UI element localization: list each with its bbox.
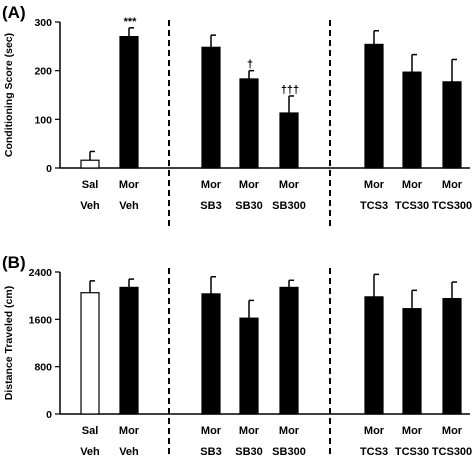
y-tick-label: 100 [34,114,52,126]
y-tick-label: 2400 [29,267,53,279]
category-label-dose: SB3 [200,200,221,212]
bar [402,308,422,415]
category-label-treatment: Mor [239,179,260,191]
category-label-dose: Veh [80,200,100,212]
bar [80,292,100,415]
significance-label: ††† [281,84,299,96]
panel-label: (A) [2,3,26,22]
category-label-dose: TCS300 [432,446,472,456]
category-label-dose: TCS3 [360,446,388,456]
bar [402,71,422,169]
bar [201,46,221,169]
category-label-dose: Veh [80,446,100,456]
significance-label: † [247,59,253,71]
panel-a: (A) Conditioning Score (sec) 0 100 200 300 Sal… [2,3,472,230]
y-tick-label: 0 [46,409,52,421]
significance-label: *** [124,16,138,28]
bar [442,298,462,415]
category-label-treatment: Mor [279,179,300,191]
bar [364,296,384,415]
bar [364,43,384,169]
y-tick-label: 200 [34,66,52,78]
category-label-dose: Veh [119,200,139,212]
category-label-dose: SB300 [272,200,306,212]
category-label-treatment: Mor [279,425,300,437]
category-label-dose: TCS30 [395,200,429,212]
category-label-treatment: Mor [442,179,463,191]
category-label-treatment: Mor [364,425,385,437]
category-label-dose: SB300 [272,446,306,456]
category-label-treatment: Mor [201,179,222,191]
category-label-treatment: Mor [402,179,423,191]
bar [279,286,299,415]
bar [442,81,462,169]
category-label-treatment: Mor [201,425,222,437]
y-tick-label: 300 [34,17,52,29]
y-axis-title: Conditioning Score (sec) [3,33,15,157]
category-label-dose: TCS3 [360,200,388,212]
category-label-dose: Veh [119,446,139,456]
bar [239,317,259,415]
category-label-dose: SB30 [235,200,263,212]
category-label-treatment: Mor [364,179,385,191]
bar [119,35,139,169]
bar [239,78,259,169]
category-label-treatment: Sal [82,179,99,191]
y-tick-label: 0 [46,163,52,175]
category-label-dose: SB30 [235,446,263,456]
category-label-treatment: Mor [442,425,463,437]
category-label-dose: TCS30 [395,446,429,456]
bar [201,293,221,415]
bar [279,112,299,169]
category-label-dose: TCS300 [432,200,472,212]
category-label-treatment: Mor [119,179,140,191]
category-label-treatment: Mor [402,425,423,437]
category-label-treatment: Mor [239,425,260,437]
panel-b: (B) Distance Traveled (cm) 0 800 1600 2400 Sal… [2,253,472,456]
panel-label: (B) [2,253,26,272]
bar [80,159,100,169]
category-label-treatment: Mor [119,425,140,437]
category-label-treatment: Sal [82,425,99,437]
y-axis-title: Distance Traveled (cm) [3,286,15,400]
y-tick-label: 1600 [29,314,53,326]
y-tick-label: 800 [34,362,52,374]
category-label-dose: SB3 [200,446,221,456]
bar [119,286,139,415]
